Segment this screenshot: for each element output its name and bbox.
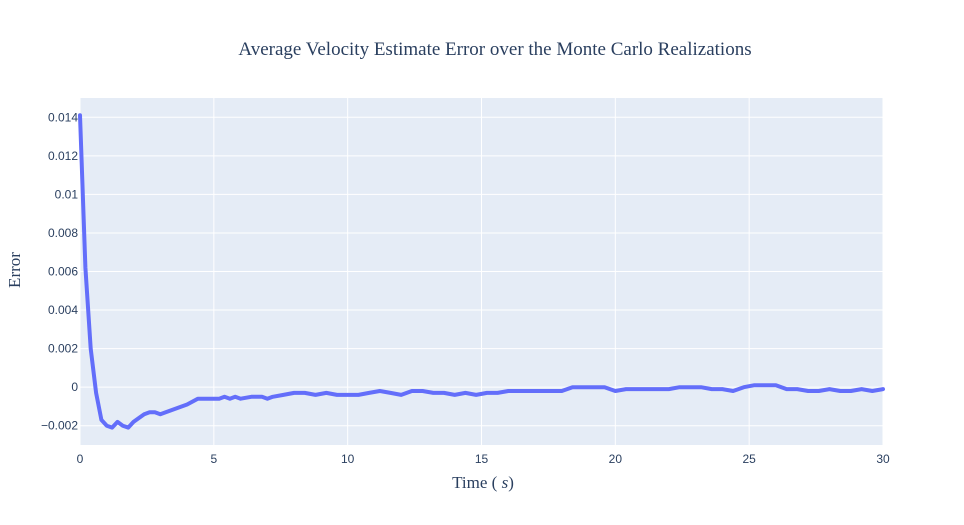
grid-lines bbox=[79, 98, 884, 445]
x-tick-label: 30 bbox=[876, 452, 890, 466]
y-tick-label: 0.008 bbox=[48, 226, 78, 240]
y-axis-title: Error bbox=[5, 252, 24, 288]
series-line bbox=[78, 113, 885, 430]
x-tick-label: 15 bbox=[475, 452, 489, 466]
x-axis-unit: s bbox=[502, 473, 509, 492]
x-axis-title: Time ( s) bbox=[452, 473, 514, 492]
y-tick-label: 0.01 bbox=[55, 187, 79, 201]
x-tick-label: 10 bbox=[341, 452, 355, 466]
y-tick-label: 0.004 bbox=[48, 303, 78, 317]
series-layer bbox=[78, 113, 885, 430]
chart-title: Average Velocity Estimate Error over the… bbox=[238, 39, 751, 60]
y-tick-label: 0 bbox=[71, 380, 78, 394]
y-tick-label: 0.006 bbox=[48, 265, 78, 279]
y-tick-label: 0.002 bbox=[48, 342, 78, 356]
y-tick-label: −0.002 bbox=[41, 419, 78, 433]
y-tick-label: 0.014 bbox=[48, 110, 78, 124]
tick-labels: 0 5 10 15 20 25 30 −0.002 0 0.002 0.004 0.006 0.008 0… bbox=[41, 110, 890, 466]
x-axis-title-text: Time ( bbox=[452, 473, 498, 492]
x-tick-label: 25 bbox=[742, 452, 756, 466]
y-tick-label: 0.012 bbox=[48, 149, 78, 163]
x-tick-label: 5 bbox=[210, 452, 217, 466]
x-tick-label: 20 bbox=[609, 452, 623, 466]
x-tick-label: 0 bbox=[77, 452, 84, 466]
x-axis-title-tail: ) bbox=[508, 473, 514, 492]
